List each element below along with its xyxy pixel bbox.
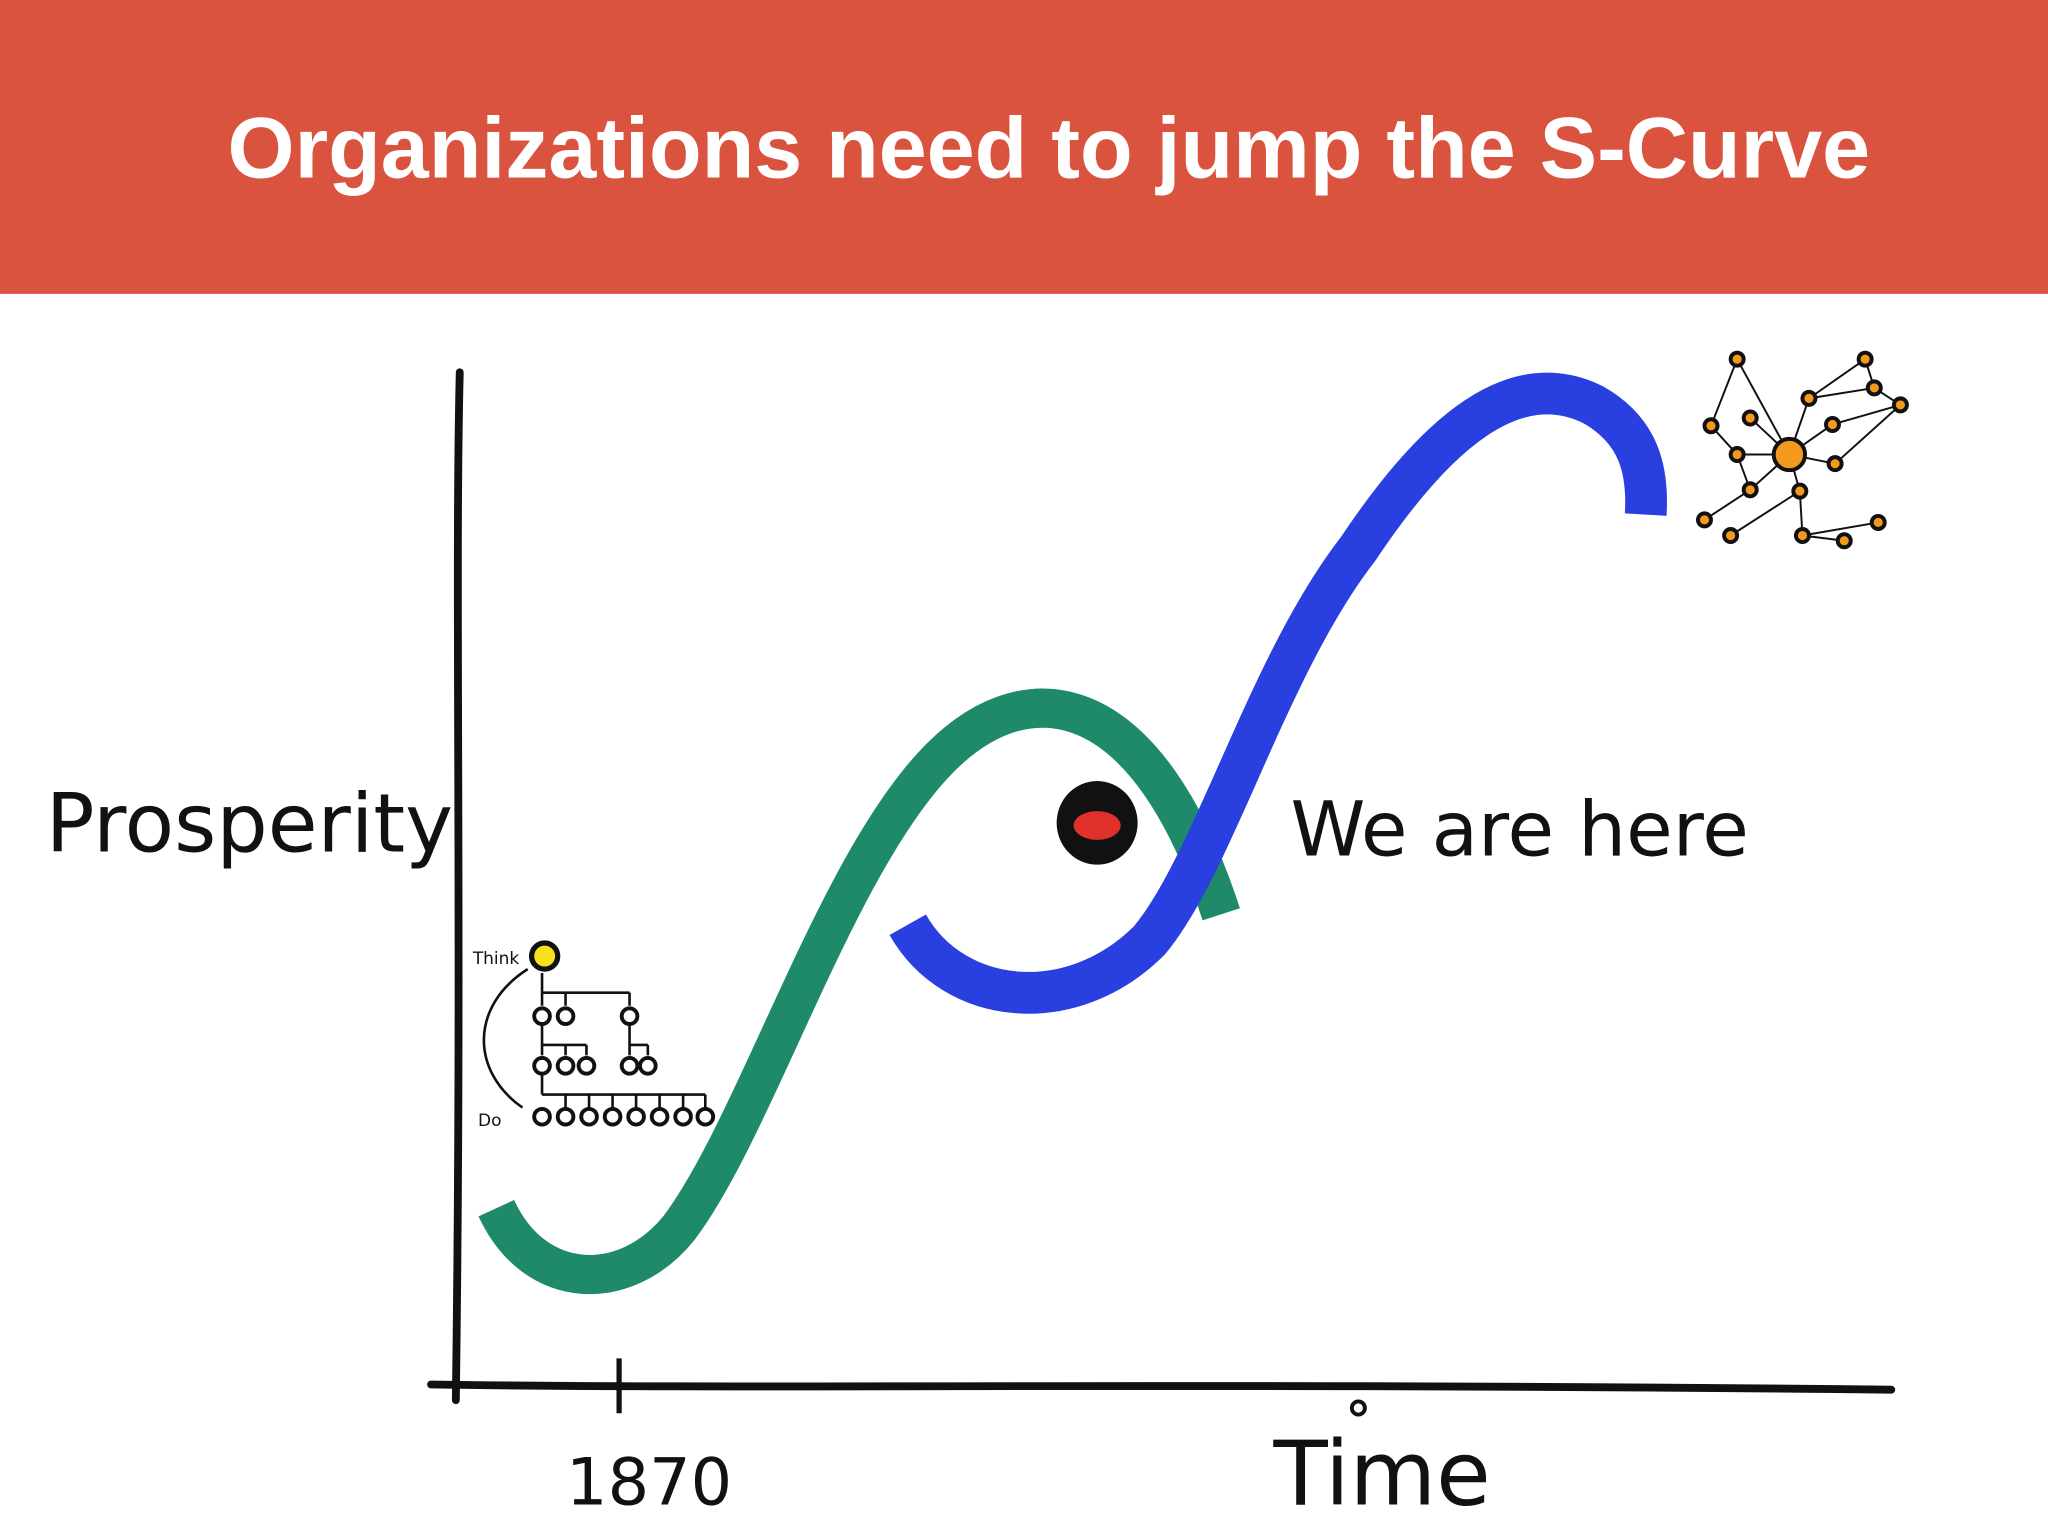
- x-tick-label: 1870: [566, 1445, 732, 1521]
- hierarchy-icon: Think Do: [472, 940, 716, 1131]
- annotation: We are here: [1290, 786, 1748, 874]
- do-label: Do: [478, 1111, 501, 1131]
- x-axis-label: Time: [1272, 1423, 1490, 1526]
- top-node: [528, 940, 561, 972]
- y-axis-label: Prosperity: [46, 778, 453, 872]
- nodes: [532, 1006, 716, 1127]
- new-s-curve: [889, 372, 1668, 1014]
- think-label: Think: [472, 949, 520, 969]
- title: Organizations need to jump the S-Curve: [228, 101, 1871, 197]
- tree-lines: [540, 973, 707, 1108]
- arrow: [482, 968, 529, 1109]
- y-axis: [451, 368, 464, 1405]
- x-marker: [1349, 1399, 1367, 1417]
- network-icon: [1696, 350, 1909, 550]
- x-axis: [427, 1380, 1896, 1394]
- position-dot-core: [1073, 811, 1121, 840]
- header-band: [0, 0, 2048, 294]
- old-s-curve: [478, 688, 1240, 1295]
